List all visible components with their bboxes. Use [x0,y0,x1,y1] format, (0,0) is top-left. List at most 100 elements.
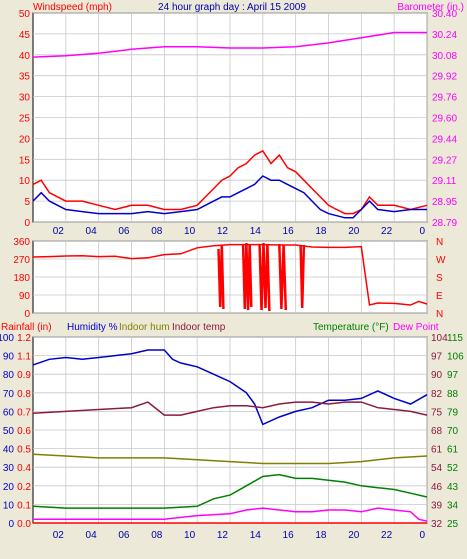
wind-baro-series [32,31,428,219]
compass-tick: E [436,291,443,302]
barometer-tick: 29.44 [432,134,457,145]
wind-direction-spike [217,244,225,310]
windspeed-tick: 45 [19,30,31,41]
rainfall-tick: 0.1 [17,500,31,511]
outdoor-temp-tick: 68 [431,426,443,437]
indoor-temp-tick: 43 [447,482,459,493]
windspeed-tick: 40 [19,51,31,62]
x-tick-label: 16 [283,226,295,237]
windspeed-tick: 15 [19,155,31,166]
barometer-axis-label: Barometer (in.) [397,2,464,13]
indoor-temp-tick: 106 [447,352,464,363]
indoor-temp-tick: 97 [447,370,459,381]
x-tick-label: 14 [250,530,262,541]
direction-degree-tick: 270 [13,255,30,266]
outdoor-temp-tick: 32 [431,519,443,530]
outdoor-temp-tick: 54 [431,463,443,474]
humidity-tick: 0 [8,519,14,530]
legend-rainfall: Rainfall (in) [1,322,52,333]
temperature-line [32,473,428,509]
indoor-temp-tick: 79 [447,407,459,418]
dew-point-line [33,507,428,522]
compass-tick: N [436,237,443,248]
barometer-tick: 29.60 [432,114,457,125]
barometer-tick: 28.95 [432,197,457,208]
humidity-tick: 60 [3,407,15,418]
x-tick-label: 18 [315,530,327,541]
temperature-tick-labels: 32 39 46 54 61 68 75 82 90 97 104 25 34 43 52 61 70 79 88 9… [431,333,464,530]
x-tick-label: 04 [86,226,98,237]
x-tick-label: 10 [184,530,196,541]
legend-temperature: Temperature (°F) [313,322,389,333]
humidity-tick: 100 [0,333,14,344]
compass-tick: N [436,309,443,320]
direction-degree-tick: 0 [24,309,30,320]
wind-direction-grid [33,240,428,314]
windspeed-tick: 20 [19,134,31,145]
barometer-tick: 30.40 [432,9,457,20]
barometer-tick: 29.92 [432,72,457,83]
outdoor-temp-tick: 61 [431,445,443,456]
x-tick-label: 20 [348,530,360,541]
legend-indoor-temp: Indoor temp [172,322,226,333]
barometer-tick: 28.79 [432,218,457,229]
humidity-tick: 30 [3,463,15,474]
barometer-tick: 30.08 [432,51,457,62]
humidity-tick: 20 [3,482,15,493]
indoor-temp-tick: 88 [447,389,459,400]
outdoor-temp-tick: 104 [431,333,448,344]
windspeed-tick: 35 [19,72,31,83]
direction-degree-tick: 360 [13,237,30,248]
outdoor-temp-tick: 46 [431,482,443,493]
humidity-tick: 10 [3,500,15,511]
rainfall-tick: 0.2 [17,482,31,493]
outdoor-temp-tick: 97 [431,352,443,363]
windspeed-tick: 50 [19,9,31,20]
rainfall-tick: 0.5 [17,445,31,456]
indoor-temp-tick: 25 [447,519,459,530]
outdoor-temp-tick: 75 [431,407,443,418]
wind-direction-spike [241,242,253,311]
outdoor-temp-tick: 82 [431,389,443,400]
x-tick-label: 22 [381,226,393,237]
windspeed-tick: 10 [19,176,31,187]
indoor-temp-tick: 115 [447,333,463,344]
rainfall-tick: 1.1 [17,352,31,363]
humidity-tick: 40 [3,445,15,456]
x-tick-label: 08 [151,530,163,541]
rainfall-tick: 0.0 [17,519,31,530]
x-tick-label: 10 [184,226,196,237]
barometer-tick-labels: 28.79 28.95 29.11 29.27 29.44 29.60 29.76 29.92… [432,9,457,229]
legend-dew-point: Dew Point [393,322,439,333]
rainfall-tick: 0.9 [17,370,31,381]
indoor-temp-line [32,401,428,416]
wind-average-line [32,175,427,219]
windspeed-tick: 0 [24,218,30,229]
windspeed-tick: 30 [19,93,31,104]
x-tick-label: 12 [217,530,229,541]
x-tick-label: 02 [53,530,65,541]
wind-direction-spike [258,242,271,312]
rainfall-tick: 0.4 [17,463,31,474]
outdoor-temp-tick: 39 [431,500,443,511]
windspeed-tick-labels: 0 5 10 15 20 25 30 35 40 45 50 [19,9,31,229]
x-tick-label: 06 [118,226,130,237]
barometer-tick: 30.24 [432,30,457,41]
direction-degree-tick: 180 [13,273,30,284]
humidity-tick: 50 [3,426,15,437]
wind-direction-spike [278,243,288,311]
windspeed-tick: 5 [24,197,30,208]
compass-tick: S [436,273,443,284]
panel1-time-tick-labels: 02 04 06 08 10 12 14 16 18 20 22 0 [53,226,426,237]
windspeed-axis-label: Windspeed (mph) [33,2,112,13]
x-tick-label: 20 [348,226,360,237]
humidity-tick: 90 [3,352,15,363]
humidity-tick: 80 [3,370,15,381]
x-tick-label: 0 [419,530,425,541]
humidity-line [32,349,428,426]
barometer-tick: 29.76 [432,93,457,104]
windspeed-line [32,149,428,215]
